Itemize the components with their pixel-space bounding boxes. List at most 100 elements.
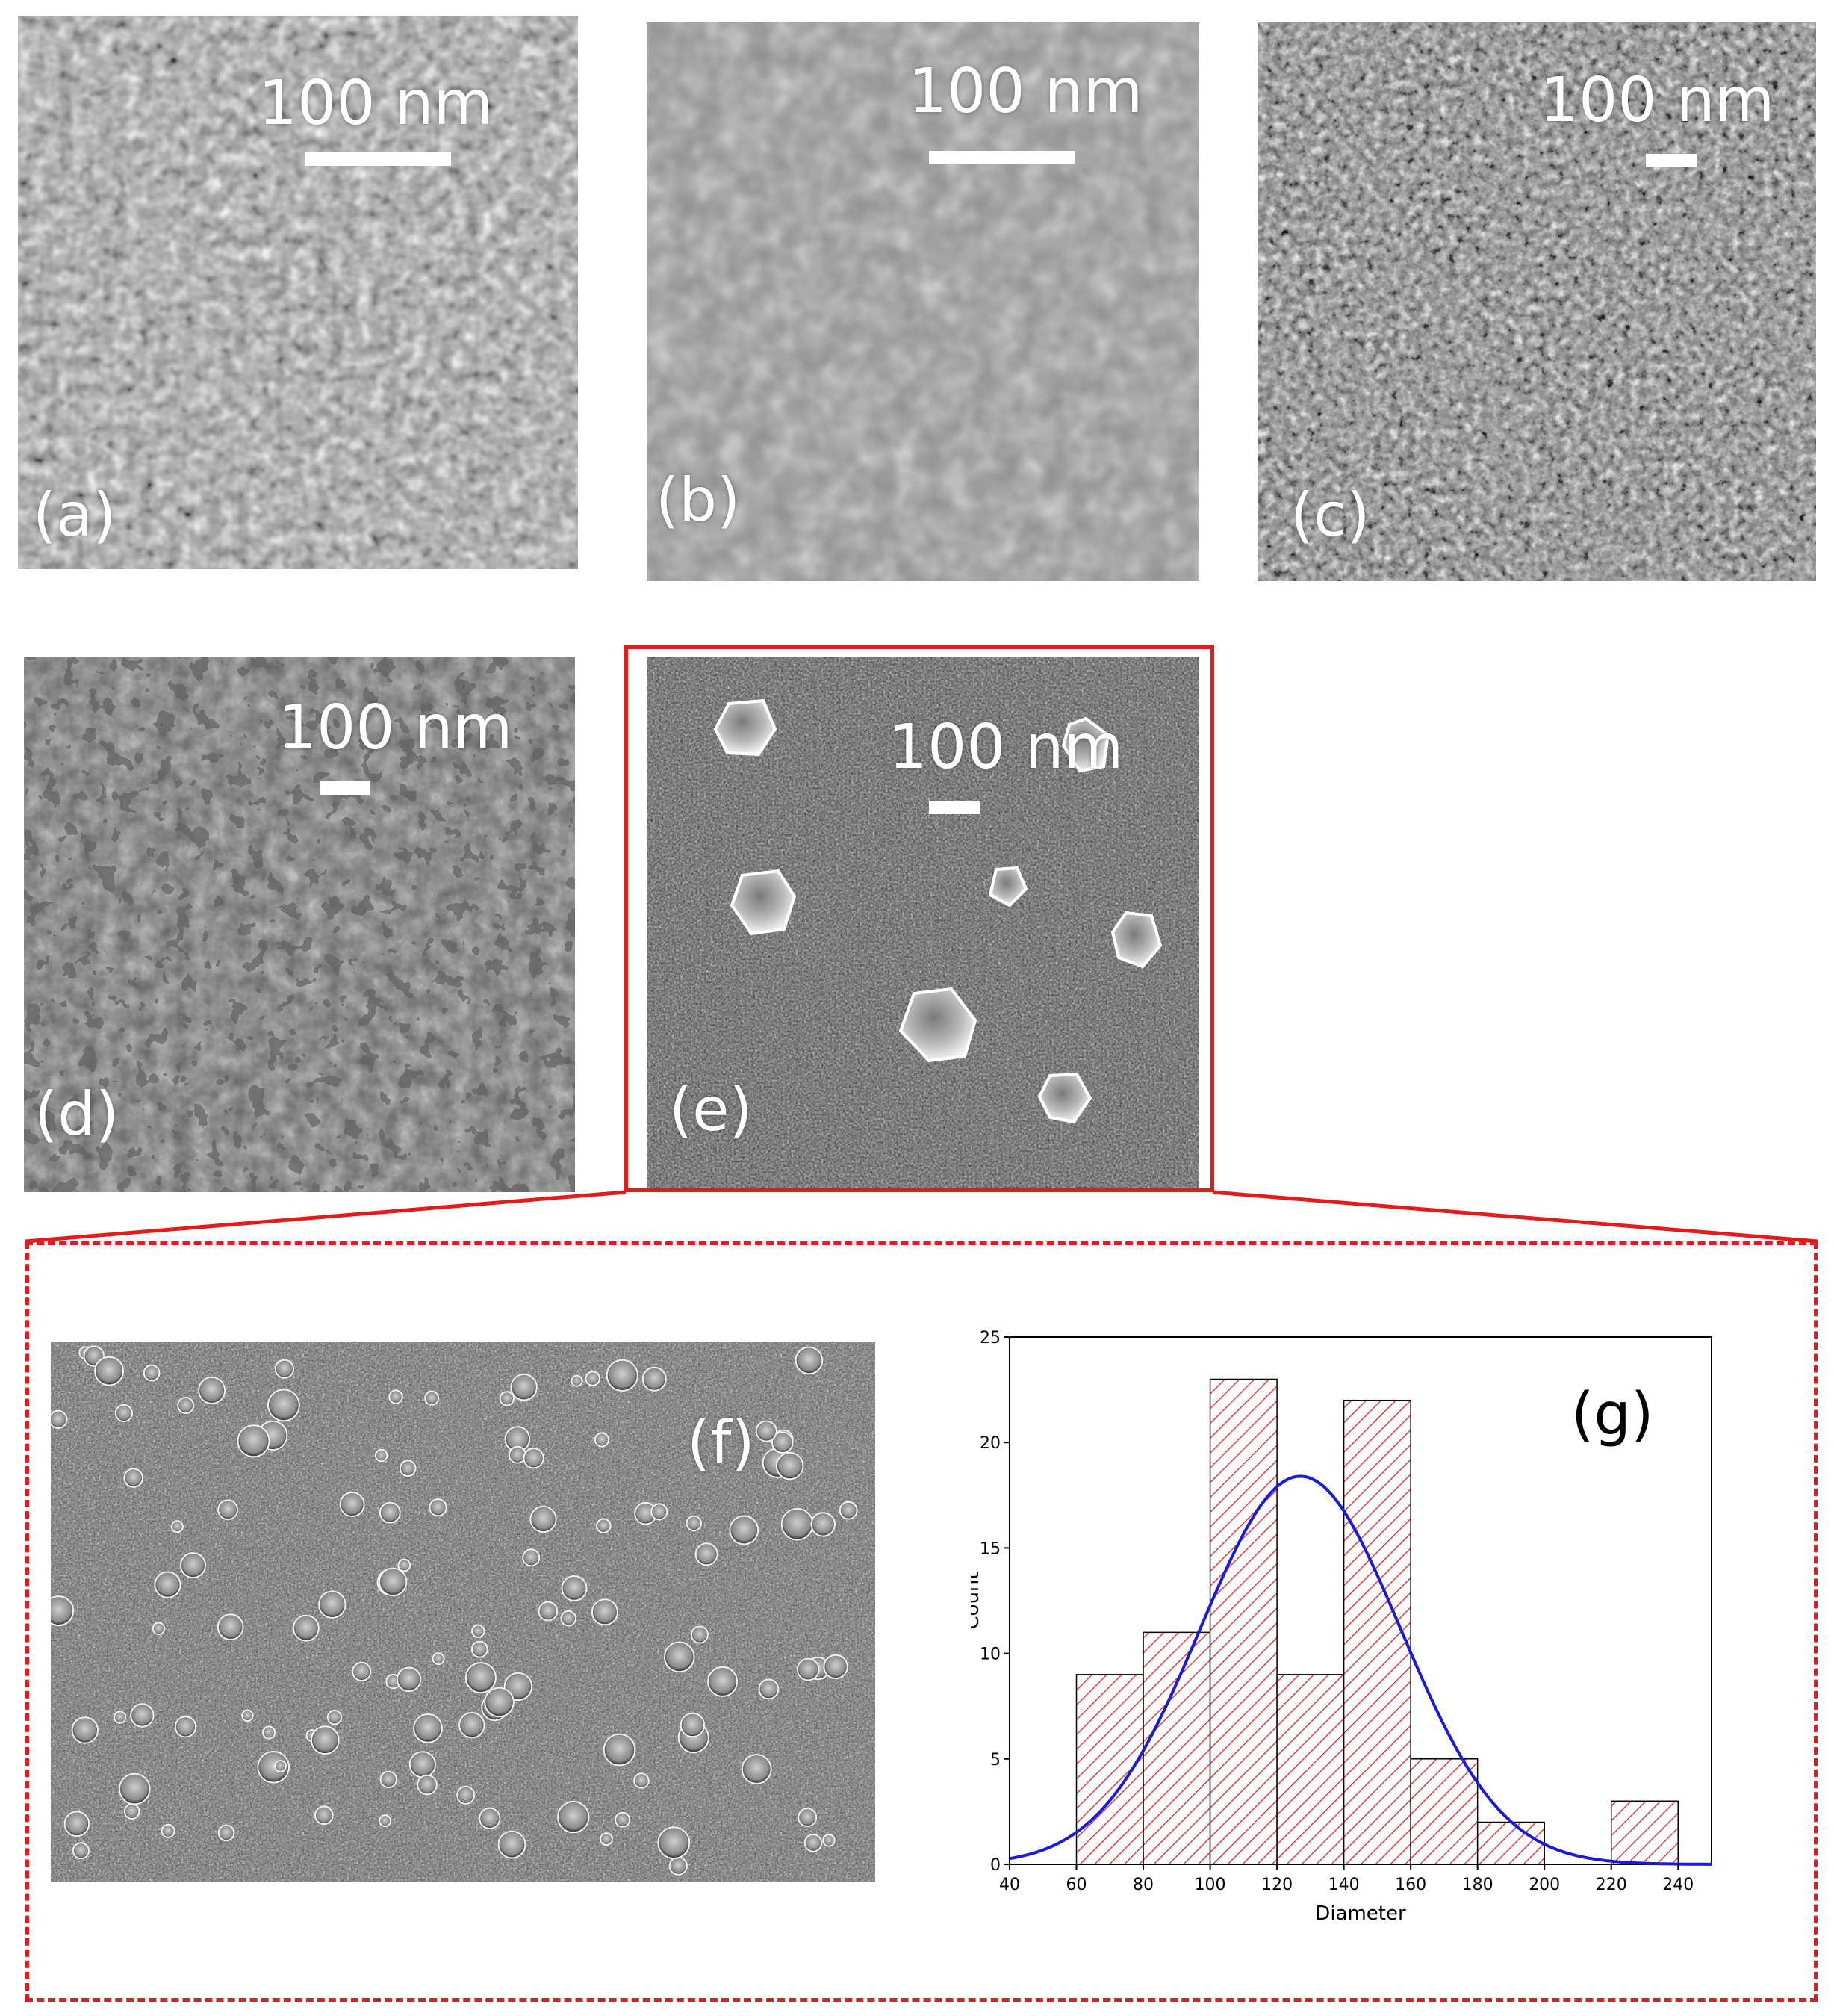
nanoparticle [143, 1364, 161, 1382]
histogram-bar [1610, 1800, 1679, 1865]
nanoparticle [130, 1703, 155, 1728]
histogram-bar [1143, 1631, 1211, 1865]
x-tick-label: 220 [1596, 1876, 1627, 1894]
scale-bar [305, 152, 451, 166]
panel-label-f: (f) [687, 1408, 755, 1477]
nanoparticle [123, 1803, 140, 1820]
nanoparticle [690, 1625, 709, 1644]
nanoparticle [561, 1575, 588, 1601]
nanoparticle [471, 1624, 485, 1638]
nanoparticle [591, 1598, 618, 1626]
nanoparticle [585, 1371, 600, 1386]
highlight-frame [624, 645, 1214, 1192]
nanoparticle [174, 1716, 197, 1738]
sem-texture-d [24, 657, 575, 1192]
zoom-region [25, 1241, 1818, 2002]
scale-bar [929, 801, 980, 814]
nanoparticle [326, 1710, 343, 1725]
diameter-histogram: 40 60 80 100 120 140 160 180 200 220 240 0 5 10 15 20 2… [971, 1329, 1712, 1925]
nanoparticle [606, 1359, 638, 1392]
scale-bar-label: 100 nm [258, 68, 494, 139]
nanoparticle [657, 1826, 691, 1860]
nanoparticle [177, 1397, 195, 1414]
nanoparticle [94, 1356, 124, 1386]
nanoparticle [71, 1716, 99, 1744]
nanoparticle [374, 1448, 388, 1463]
nanoparticle [51, 1595, 75, 1627]
nanoparticle [641, 1366, 667, 1392]
nanoparticle [464, 1662, 497, 1694]
histogram-bars [1075, 1378, 1679, 1865]
nanoparticle [680, 1712, 706, 1738]
x-tick-label: 240 [1662, 1876, 1694, 1894]
nanoparticle [114, 1711, 127, 1724]
x-axis-label: Diameter [1315, 1902, 1406, 1925]
nanoparticle [823, 1654, 848, 1680]
nanoparticle [557, 1800, 590, 1834]
nanoparticle [408, 1751, 436, 1778]
x-tick-label: 160 [1395, 1876, 1426, 1894]
x-tick-labels: 40 60 80 100 120 140 160 180 200 220 240 [999, 1864, 1694, 1894]
nanoparticle [560, 1610, 577, 1627]
histogram-bar [1410, 1758, 1479, 1865]
x-tick-label: 60 [1066, 1876, 1087, 1894]
nanoparticle [509, 1445, 526, 1464]
scale-bar [1646, 154, 1697, 167]
nanoparticle [458, 1711, 485, 1739]
nanoparticle [352, 1661, 372, 1681]
nanoparticle [217, 1824, 235, 1842]
y-tick-label: 25 [980, 1329, 1001, 1347]
nanoparticle [810, 1512, 836, 1537]
nanoparticle [413, 1713, 443, 1743]
nanoparticle [798, 1808, 818, 1828]
y-tick-label: 20 [980, 1434, 1001, 1453]
nanoparticle [267, 1389, 300, 1422]
scale-bar-label: 100 nm [1540, 65, 1775, 136]
histogram-bar [1276, 1674, 1345, 1865]
nanoparticle [615, 1811, 631, 1828]
nanoparticle [429, 1498, 447, 1517]
y-tick-label: 10 [980, 1646, 1001, 1664]
sem-panel-f: (f) [51, 1342, 875, 1882]
nanoparticle [417, 1774, 438, 1796]
x-tick-label: 40 [999, 1876, 1020, 1894]
sem-texture-b [647, 22, 1199, 581]
histogram-bar [1209, 1378, 1278, 1865]
sem-texture-e [647, 657, 1199, 1191]
scale-bar-label: 100 nm [908, 56, 1143, 127]
nanoparticle [456, 1785, 476, 1805]
sem-texture-a [18, 16, 578, 569]
nanoparticle [262, 1725, 276, 1740]
nanoparticle [538, 1601, 559, 1622]
x-tick-label: 140 [1328, 1876, 1360, 1894]
x-tick-label: 80 [1133, 1876, 1154, 1894]
x-tick-label: 200 [1529, 1876, 1560, 1894]
nanoparticle [237, 1424, 270, 1458]
nanoparticle [510, 1374, 538, 1401]
nanoparticle [274, 1359, 294, 1379]
nanoparticle [529, 1505, 557, 1533]
panel-label-d: (d) [34, 1079, 119, 1149]
sem-texture-f [51, 1342, 875, 1882]
sem-panel-c: 100 nm (c) [1258, 22, 1816, 581]
nanoparticle [523, 1448, 544, 1469]
histogram-bar [1476, 1821, 1545, 1865]
nanoparticle [257, 1751, 290, 1784]
panel-label-a: (a) [33, 480, 116, 550]
nanoparticle [274, 1760, 287, 1772]
nanoparticle [499, 1391, 515, 1406]
nanoparticle [771, 1431, 794, 1454]
sem-panel-b: 100 nm (b) [647, 22, 1199, 581]
nanoparticle [795, 1346, 824, 1375]
nanoparticle [668, 1856, 688, 1876]
nanoparticle [758, 1678, 780, 1700]
nanoparticle-group [713, 698, 1163, 1124]
y-axis-label: Count [971, 1572, 983, 1629]
nanoparticle [310, 1725, 340, 1755]
nanoparticle [839, 1501, 858, 1520]
y-tick-label: 5 [990, 1751, 1001, 1770]
nanoparticle [633, 1772, 650, 1789]
scale-bar-label: 100 nm [278, 692, 513, 763]
nanoparticle [241, 1709, 254, 1722]
panel-label-e: (e) [669, 1075, 753, 1144]
